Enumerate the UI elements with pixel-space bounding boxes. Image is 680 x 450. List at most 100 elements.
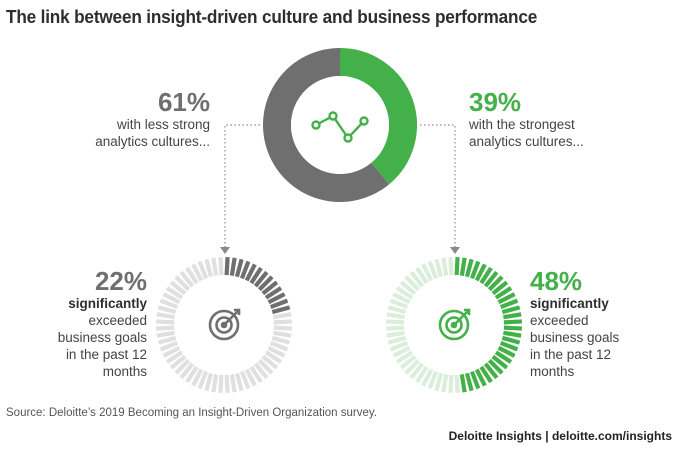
ring-segment-empty	[434, 372, 444, 392]
ring-segment-empty	[404, 358, 421, 375]
ring-segment-filled	[491, 354, 509, 370]
ring-segment-filled	[239, 260, 251, 280]
brand-footer: Deloitte Insights | deloitte.com/insight…	[448, 429, 672, 443]
exceeded-goals-description-less-strong: significantly exceeded business goals in…	[57, 296, 147, 379]
ring-segment-filled	[469, 260, 481, 280]
ring-segment-empty	[404, 275, 421, 292]
ring-segment-empty	[273, 312, 292, 320]
ring-segment-empty	[155, 319, 175, 325]
ring-segment-filled	[474, 368, 487, 387]
ring-segment-empty	[415, 266, 429, 285]
ring-segment-empty	[169, 280, 187, 296]
target-icon	[438, 308, 471, 341]
ring-segment-filled	[503, 325, 523, 331]
ring-segment-empty	[174, 275, 191, 292]
line-chart-icon	[311, 111, 369, 143]
ring-segment-empty	[197, 260, 209, 280]
ring-segment-filled	[494, 350, 513, 364]
ring-segment-filled	[244, 263, 257, 282]
exceeded-goals-percentage-strongest: 48%	[530, 266, 583, 296]
strongest-percentage: 39%	[469, 87, 522, 117]
ring-segment-filled	[503, 319, 523, 325]
ring-segment-empty	[448, 374, 454, 394]
ring-segment-empty	[244, 368, 257, 387]
ring-segment-empty	[185, 266, 199, 285]
ring-segment-empty	[387, 305, 407, 315]
ring-segment-empty	[271, 335, 291, 345]
exceeded-goals-description-strongest: significantly exceeded business goals in…	[530, 296, 620, 379]
ring-segment-empty	[211, 257, 219, 276]
ring-segment-empty	[421, 368, 434, 387]
ring-segment-filled	[479, 266, 493, 285]
ring-segment-empty	[409, 270, 425, 288]
ring-segment-filled	[483, 362, 499, 380]
ring-segment-filled	[249, 266, 263, 285]
exceeded-goals-percentage-less-strong: 22%	[94, 266, 147, 296]
ring-segment-empty	[434, 258, 444, 278]
ring-segment-empty	[395, 286, 414, 300]
ring-segment-empty	[264, 350, 283, 364]
ring-segment-filled	[503, 330, 522, 338]
ring-segment-empty	[385, 325, 405, 331]
ring-segment-empty	[399, 280, 417, 296]
ring-segment-empty	[159, 340, 179, 352]
ring-segment-empty	[185, 365, 199, 384]
ring-segment-filled	[497, 345, 516, 358]
strongest-description: with the strongest analytics cultures...	[469, 117, 584, 149]
ring-segment-filled	[494, 286, 513, 300]
ring-segment-filled	[454, 256, 460, 276]
right-arrow-icon	[450, 247, 460, 254]
ring-segment-empty	[273, 325, 293, 331]
ring-segment-filled	[483, 270, 499, 288]
ring-segment-filled	[459, 257, 467, 276]
ring-segment-empty	[249, 365, 263, 384]
ring-segment-empty	[257, 358, 274, 375]
left-connector	[224, 124, 260, 248]
ring-segment-filled	[253, 270, 269, 288]
ring-segment-empty	[421, 263, 434, 282]
ring-segment-empty	[156, 330, 175, 338]
ring-segment-empty	[273, 330, 292, 338]
ring-segment-filled	[229, 257, 237, 276]
less-strong-description: with less strong analytics cultures...	[95, 117, 210, 149]
ring-segment-empty	[165, 286, 184, 300]
chart-title: The link between insight-driven culture …	[6, 6, 538, 27]
ring-segment-filled	[491, 280, 509, 296]
ring-segment-empty	[392, 345, 411, 358]
ring-segment-filled	[503, 312, 522, 320]
ring-segment-empty	[386, 330, 405, 338]
ring-segment-empty	[211, 374, 219, 393]
target-icon	[208, 308, 241, 341]
ring-segment-empty	[448, 256, 454, 276]
ring-segment-filled	[487, 358, 504, 375]
less-strong-percentage: 61%	[157, 87, 210, 117]
ring-segment-empty	[179, 362, 195, 380]
ring-segment-filled	[464, 372, 474, 392]
ring-segment-filled	[479, 365, 493, 384]
slice-strongest	[339, 48, 417, 185]
ring-segment-empty	[159, 298, 179, 310]
ring-segment-empty	[239, 370, 251, 390]
ring-segment-filled	[271, 305, 291, 315]
ring-segment-empty	[204, 372, 214, 392]
ring-segment-empty	[387, 335, 407, 345]
ring-segment-empty	[197, 370, 209, 390]
ring-segment-empty	[162, 292, 181, 305]
ring-segment-empty	[169, 354, 187, 370]
ring-segment-filled	[499, 340, 519, 352]
ring-segment-empty	[427, 370, 439, 390]
ring-segment-empty	[157, 305, 177, 315]
right-connector	[420, 124, 456, 248]
ring-segment-filled	[459, 374, 467, 393]
ring-segment-filled	[501, 335, 521, 345]
ring-segment-empty	[389, 298, 409, 310]
ring-segment-empty	[229, 374, 237, 393]
ring-segment-empty	[415, 365, 429, 384]
ring-segment-empty	[261, 354, 279, 370]
ring-segment-filled	[264, 286, 283, 300]
ring-segment-empty	[441, 374, 449, 393]
ring-segment-empty	[253, 362, 269, 380]
ring-segment-empty	[267, 345, 286, 358]
ring-segment-empty	[155, 325, 175, 331]
